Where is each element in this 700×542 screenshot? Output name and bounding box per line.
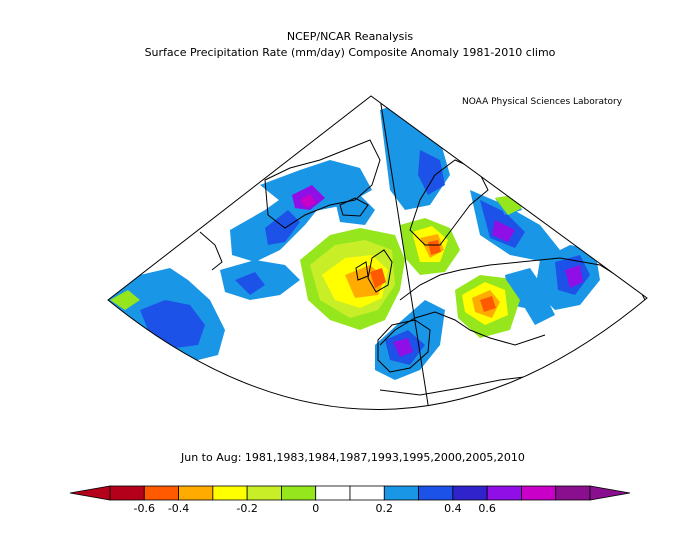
meridian-line <box>379 97 433 410</box>
iberia-purple-field <box>393 338 413 357</box>
greenland-south-darkblue-field <box>265 210 300 245</box>
labrador-green-field <box>110 290 140 310</box>
colorbar-segment <box>486 485 522 501</box>
colorbar-tick-label: 0.2 <box>375 502 394 515</box>
colorbar-segment <box>452 485 488 501</box>
north-sea-orange-field <box>428 240 441 255</box>
iceland-coast <box>339 197 369 217</box>
colorbar-segment <box>178 485 214 501</box>
black-sea-blue-field <box>520 295 555 325</box>
central-europe-orange-field <box>480 296 496 312</box>
colorbar-high-extend <box>589 485 631 501</box>
west-europe-orange-field <box>370 268 386 288</box>
colorbar-segment <box>521 485 557 501</box>
greenland-east-magenta-field <box>300 194 316 208</box>
colorbar-tick-label: -0.2 <box>236 502 258 515</box>
colorbar-segment <box>383 485 419 501</box>
labrador-coast <box>199 231 223 271</box>
scandinavia-purple-field <box>492 220 515 242</box>
figure-title: NCEP/NCAR Reanalysis <box>286 30 414 43</box>
credit-label: NOAA Physical Sciences Laboratory <box>462 97 623 107</box>
figure-subtitle: Surface Precipitation Rate (mm/day) Comp… <box>144 46 556 59</box>
norwegian-sea-darkblue-field <box>418 150 445 195</box>
colorbar-tick-label: 0.6 <box>478 502 496 515</box>
map-frame <box>107 95 648 410</box>
colorbar-tick-label: 0.4 <box>444 502 462 515</box>
colorbar-segment <box>555 485 591 501</box>
scandinavia-coast <box>409 159 489 246</box>
russia-purple-field <box>565 265 583 288</box>
greenland-coast <box>264 139 381 229</box>
colorbar-segment <box>315 485 351 501</box>
midatlantic-darkblue-field <box>235 272 265 295</box>
wet-anomalies <box>108 100 600 380</box>
colorbar-segment <box>349 485 385 501</box>
colorbar-segment <box>212 485 248 501</box>
colorbar-segment <box>418 485 454 501</box>
colorbar-segment <box>143 485 179 501</box>
colorbar-segment <box>281 485 317 501</box>
colorbar-tick-label: 0 <box>312 502 320 515</box>
colorbar-segment <box>109 485 145 501</box>
colorbar-tick-label: -0.6 <box>133 502 156 515</box>
colorbar-segment <box>246 485 282 501</box>
anomaly-fields <box>108 96 647 410</box>
subset-label: Jun to Aug: 1981,1983,1984,1987,1993,199… <box>181 451 525 464</box>
british-isles-coast <box>355 249 393 293</box>
iberia-coast <box>377 319 431 373</box>
africa-coast <box>379 374 541 396</box>
colorbar-tick-label: -0.4 <box>167 502 190 515</box>
colorbar-low-extend <box>69 485 111 501</box>
